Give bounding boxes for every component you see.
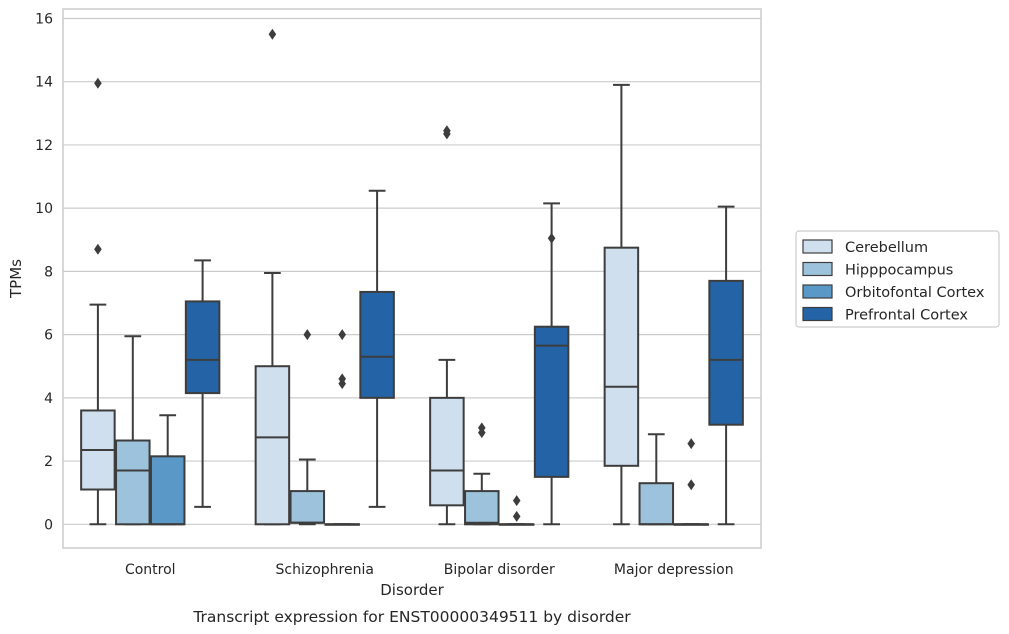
y-tick-label: 2 xyxy=(44,454,53,470)
y-tick-labels: 0 2 4 6 8 10 12 14 16 xyxy=(35,11,53,533)
y-tick-label: 10 xyxy=(35,201,53,217)
outlier-point xyxy=(687,438,695,450)
outlier-point xyxy=(338,329,346,341)
y-tick-label: 16 xyxy=(35,11,53,27)
y-tick-label: 12 xyxy=(35,138,53,154)
x-tick-label: Schizophrenia xyxy=(276,562,374,578)
boxes xyxy=(80,28,744,526)
y-tick-label: 0 xyxy=(44,517,53,533)
box-hipppocampus xyxy=(638,433,675,526)
legend-label: Hipppocampus xyxy=(845,263,953,279)
box-hipppocampus xyxy=(115,335,151,526)
box-hipppocampus xyxy=(289,329,326,526)
x-tick-label: Bipolar disorder xyxy=(444,562,555,578)
iqr-box xyxy=(115,439,151,526)
iqr-box xyxy=(359,290,395,399)
iqr-box xyxy=(254,365,291,526)
plot-frame xyxy=(62,8,762,549)
iqr-box xyxy=(289,490,326,524)
box-orbitofontal-cortex xyxy=(149,414,186,526)
iqr-box xyxy=(464,490,500,526)
iqr-box xyxy=(638,482,675,526)
box-orbitofontal-cortex xyxy=(324,329,360,526)
iqr-box xyxy=(533,325,570,478)
legend-swatch xyxy=(802,239,833,254)
outlier-point xyxy=(443,125,451,137)
legend-label: Cerebellum xyxy=(845,240,928,256)
box-cerebellum xyxy=(254,28,291,526)
outlier-point xyxy=(338,373,346,385)
outlier-point xyxy=(512,510,521,522)
x-tick-label: Control xyxy=(125,562,176,578)
legend-swatch xyxy=(802,261,833,277)
chart-caption: Transcript expression for ENST0000034951… xyxy=(192,608,631,626)
box-hipppocampus xyxy=(464,422,500,526)
x-axis-title: Disorder xyxy=(380,581,444,599)
box-prefrontal-cortex xyxy=(708,205,744,526)
legend: Cerebellum Hipppocampus Orbitofontal Corte… xyxy=(795,230,1000,328)
box-cerebellum xyxy=(603,83,640,526)
legend-frame xyxy=(795,230,1000,328)
y-tick-label: 14 xyxy=(35,75,53,91)
y-axis-title: TPMs xyxy=(7,259,25,299)
outlier-point xyxy=(478,422,486,434)
legend-label: Orbitofontal Cortex xyxy=(845,285,985,301)
outlier-point xyxy=(268,28,277,40)
iqr-box xyxy=(149,455,186,526)
box-orbitofontal-cortex xyxy=(673,438,709,526)
y-tick-label: 4 xyxy=(44,391,53,407)
y-tick-label: 8 xyxy=(44,264,53,280)
box-prefrontal-cortex xyxy=(359,189,395,508)
outlier-point xyxy=(303,329,312,341)
legend-swatch xyxy=(802,284,833,299)
box-cerebellum xyxy=(429,125,465,526)
legend-label: Prefrontal Cortex xyxy=(845,308,968,324)
x-tick-labels: Control Schizophrenia Bipolar disorder Majo… xyxy=(125,562,734,578)
outlier-point xyxy=(687,479,695,491)
iqr-box xyxy=(184,300,221,395)
box-prefrontal-cortex xyxy=(184,259,221,508)
box-cerebellum xyxy=(80,77,116,526)
outlier-point xyxy=(94,243,102,255)
x-tick-label: Major depression xyxy=(614,562,734,578)
outlier-point xyxy=(94,77,102,89)
box-prefrontal-cortex xyxy=(533,202,570,526)
iqr-box xyxy=(708,279,744,426)
outlier-point xyxy=(547,232,556,244)
legend-swatch xyxy=(802,306,833,322)
y-tick-label: 6 xyxy=(44,328,53,344)
outlier-point xyxy=(512,495,521,507)
box-orbitofontal-cortex xyxy=(498,495,535,526)
iqr-box xyxy=(603,246,640,467)
iqr-box xyxy=(429,396,465,507)
